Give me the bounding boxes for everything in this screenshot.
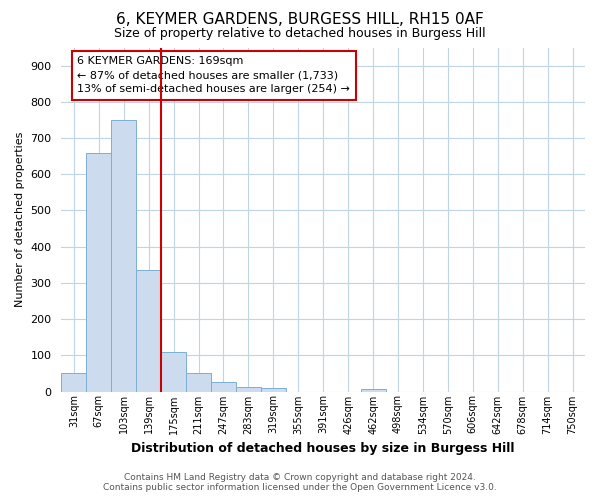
Bar	[111, 120, 136, 392]
Text: Contains HM Land Registry data © Crown copyright and database right 2024.
Contai: Contains HM Land Registry data © Crown c…	[103, 473, 497, 492]
Bar	[236, 387, 261, 392]
Bar	[86, 152, 111, 392]
Bar	[186, 374, 211, 392]
Bar	[161, 352, 186, 392]
X-axis label: Distribution of detached houses by size in Burgess Hill: Distribution of detached houses by size …	[131, 442, 515, 455]
Bar	[211, 382, 236, 392]
Bar	[361, 389, 386, 392]
Bar	[261, 388, 286, 392]
Y-axis label: Number of detached properties: Number of detached properties	[15, 132, 25, 307]
Bar	[61, 374, 86, 392]
Text: 6, KEYMER GARDENS, BURGESS HILL, RH15 0AF: 6, KEYMER GARDENS, BURGESS HILL, RH15 0A…	[116, 12, 484, 28]
Text: 6 KEYMER GARDENS: 169sqm
← 87% of detached houses are smaller (1,733)
13% of sem: 6 KEYMER GARDENS: 169sqm ← 87% of detach…	[77, 56, 350, 94]
Text: Size of property relative to detached houses in Burgess Hill: Size of property relative to detached ho…	[114, 28, 486, 40]
Bar	[136, 270, 161, 392]
